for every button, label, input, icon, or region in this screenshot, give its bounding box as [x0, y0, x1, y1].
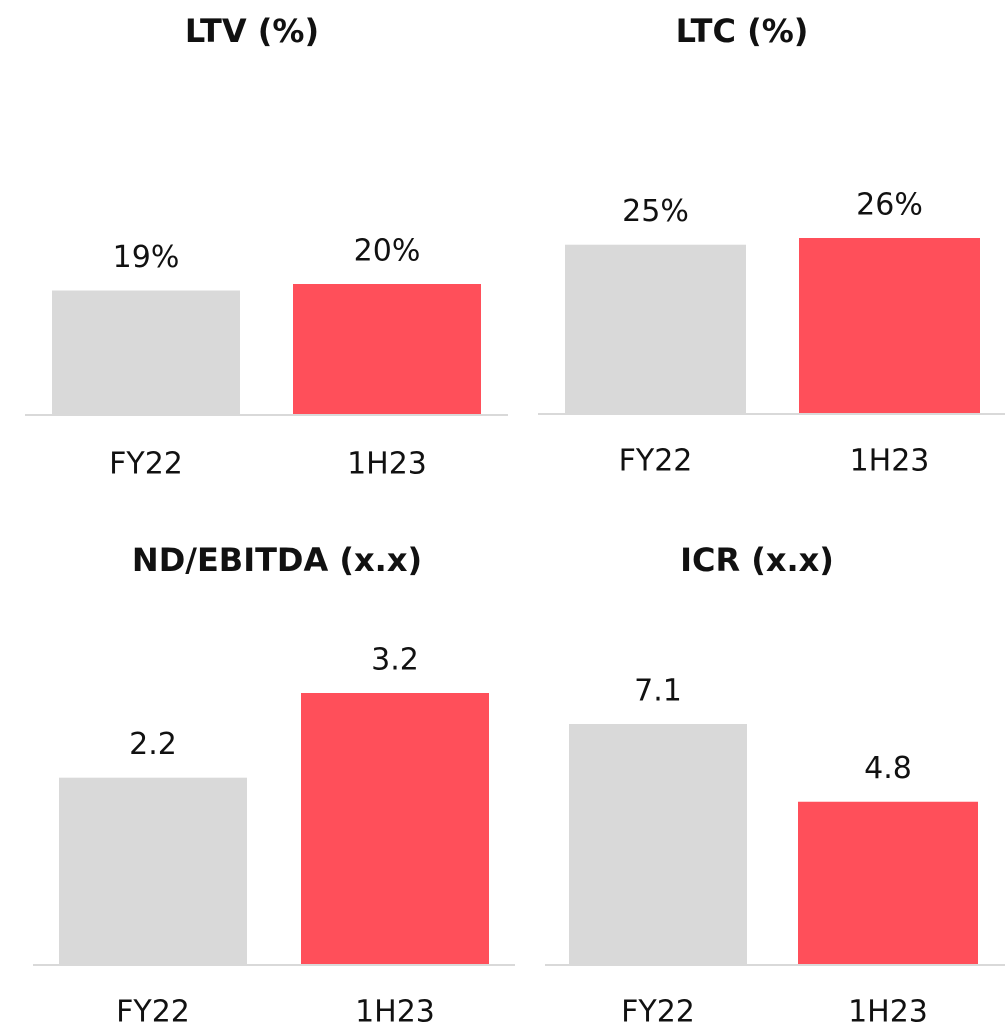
x-tick-label: 1H23: [848, 995, 928, 1030]
bar: [569, 724, 747, 964]
bar: [301, 693, 489, 964]
data-label: 19%: [113, 240, 180, 275]
x-tick-label: 1H23: [850, 444, 930, 479]
bar: [799, 238, 980, 413]
data-label: 4.8: [864, 751, 912, 786]
data-label: 7.1: [634, 674, 682, 709]
bar: [293, 284, 481, 414]
bar: [565, 244, 746, 413]
chart-title: ND/EBITDA (x.x): [132, 541, 422, 579]
data-label: 26%: [856, 188, 923, 223]
bar: [59, 777, 247, 964]
x-tick-label: 1H23: [347, 447, 427, 482]
chart-title: LTV (%): [185, 12, 319, 50]
x-tick-label: FY22: [621, 995, 695, 1030]
chart-title: LTC (%): [676, 12, 809, 50]
data-label: 25%: [622, 194, 689, 229]
bar: [798, 801, 978, 964]
x-tick-label: 1H23: [355, 995, 435, 1030]
data-label: 3.2: [371, 643, 419, 678]
data-label: 2.2: [129, 727, 177, 762]
x-tick-label: FY22: [109, 447, 183, 482]
bar: [52, 290, 240, 414]
x-tick-label: FY22: [619, 444, 693, 479]
x-tick-label: FY22: [116, 995, 190, 1030]
data-label: 20%: [354, 234, 421, 269]
chart-title: ICR (x.x): [680, 541, 834, 579]
